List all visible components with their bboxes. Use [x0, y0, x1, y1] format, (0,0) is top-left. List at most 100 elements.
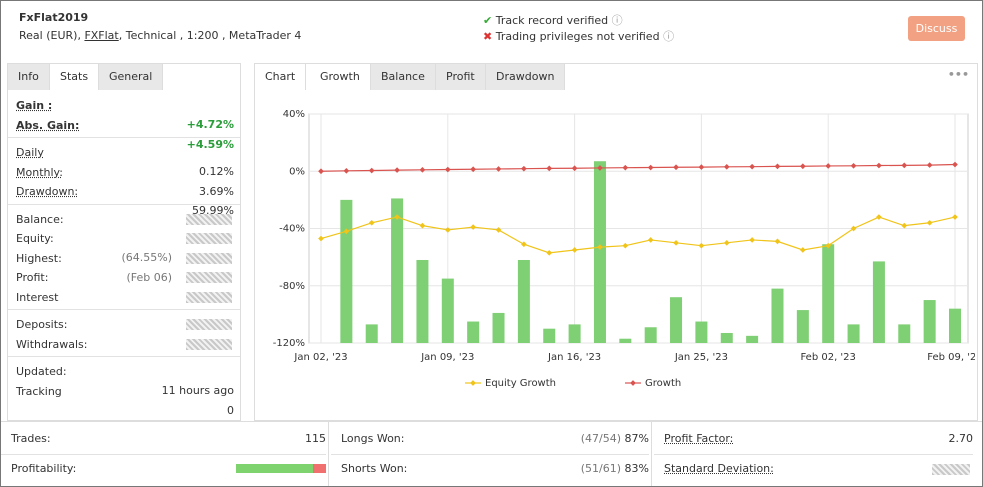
summary-value: 87%	[624, 432, 649, 445]
point	[647, 164, 654, 171]
blurred-value	[186, 213, 232, 225]
stat-row: Gain : +4.72%	[16, 96, 234, 131]
summary-note: (47/54)	[580, 432, 621, 445]
stat-note: (64.55%)	[121, 251, 172, 264]
point	[825, 163, 832, 169]
x-tick-label: Jan 02, '23	[293, 352, 347, 363]
stat-label: Updated:	[16, 365, 67, 378]
stat-row: Monthly: 3.69%	[16, 163, 234, 198]
stat-label: Profit:	[16, 271, 49, 284]
legend-marker	[470, 380, 476, 386]
point	[419, 222, 426, 229]
stat-row: Tracking 0	[16, 382, 234, 417]
stat-row: Interest	[16, 288, 234, 307]
menu-icon[interactable]: •••	[947, 68, 969, 81]
summary-value: 115	[305, 432, 326, 445]
point	[597, 165, 603, 171]
bar	[416, 259, 429, 343]
bar	[593, 161, 606, 343]
point	[622, 164, 629, 171]
stat-row: Daily 0.12%	[16, 143, 234, 178]
point	[419, 166, 426, 173]
stat-label: Gain :	[16, 99, 53, 112]
stat-label: Abs. Gain:	[16, 118, 80, 132]
point	[850, 225, 857, 232]
chart-tab[interactable]: Balance	[371, 64, 436, 90]
chart-tab[interactable]: Profit	[436, 64, 486, 90]
y-tick-label: -40%	[279, 224, 305, 235]
chart-tab[interactable]: Chart	[255, 64, 307, 90]
point	[470, 224, 476, 230]
stat-row: Balance:	[16, 210, 234, 229]
bar	[670, 297, 683, 343]
broker-link[interactable]: FXFlat	[84, 29, 119, 42]
point	[952, 214, 958, 220]
point	[673, 164, 679, 171]
bar	[543, 328, 556, 343]
point	[343, 167, 350, 174]
summary-note: (51/61)	[580, 462, 621, 475]
account-name: FxFlat2019	[19, 11, 89, 24]
bar	[771, 288, 784, 343]
x-tick-label: Feb 02, '23	[800, 352, 855, 363]
account-info: Real (EUR), FXFlat, Technical , 1:200 , …	[19, 29, 301, 42]
account-details: , Technical , 1:200 , MetaTrader 4	[118, 29, 302, 42]
stats-tab[interactable]: Stats	[50, 64, 100, 90]
bar	[365, 324, 378, 343]
chart: 40% 0% -40% -80% -120% Jan 02, '23 Jan 09, '23…	[273, 109, 975, 389]
chart-tab[interactable]: Drawdown	[486, 64, 566, 90]
line	[320, 216, 956, 254]
stats-tab[interactable]: General	[99, 64, 164, 90]
point	[394, 167, 400, 173]
summary-label: Profit Factor:	[664, 432, 734, 445]
summary-label: Trades:	[11, 432, 51, 445]
stat-value: 11 hours ago	[161, 384, 234, 397]
separator	[8, 137, 240, 138]
point	[876, 162, 882, 169]
stat-label: Daily	[16, 146, 44, 159]
point	[926, 219, 933, 226]
stat-row: Deposits:	[16, 315, 234, 334]
bar	[822, 244, 835, 343]
bar	[619, 338, 632, 343]
row-divider	[654, 454, 973, 455]
point	[800, 247, 806, 253]
bar	[746, 335, 759, 343]
stats-tab[interactable]: Info	[8, 64, 50, 90]
stats-panel: Info Stats General Gain : +4.72% Abs. Gain: +4…	[7, 63, 241, 421]
stat-label: Interest	[16, 290, 59, 304]
summary-label: Shorts Won:	[341, 462, 408, 475]
bar	[517, 259, 530, 343]
blurred-value	[186, 291, 232, 303]
bar	[568, 324, 581, 343]
point	[470, 166, 476, 173]
point	[368, 167, 375, 174]
point	[495, 227, 502, 233]
summary-panel: Trades: 115 Profitability: Longs Won: 87% (47…	[1, 421, 982, 486]
column-divider	[328, 422, 329, 486]
point	[825, 242, 832, 249]
stat-label: Highest:	[16, 251, 62, 265]
point	[444, 166, 451, 173]
stat-row: Equity: (64.55%)	[16, 229, 234, 264]
point	[622, 242, 629, 249]
summary-label: Standard Deviation:	[664, 462, 774, 475]
verified-status: ✔ Track record verified ⓘ	[483, 14, 623, 27]
y-tick-label: 0%	[289, 166, 305, 177]
x-tick-label: Jan 16, '23	[547, 352, 601, 363]
chart-tab[interactable]: Growth	[310, 64, 371, 90]
stat-value: 3.69%	[199, 184, 234, 198]
point	[673, 239, 679, 246]
point	[698, 242, 705, 249]
stat-label: Withdrawals:	[16, 337, 88, 351]
legend-label: Growth	[645, 378, 681, 389]
stat-label: Tracking	[16, 384, 62, 398]
point	[926, 162, 933, 168]
point	[876, 214, 882, 220]
summary-label: Profitability:	[11, 462, 77, 475]
point	[901, 162, 908, 169]
profitability-lost	[312, 464, 326, 473]
y-tick-label: 40%	[283, 109, 305, 120]
discuss-button[interactable]: Discuss	[908, 16, 965, 41]
